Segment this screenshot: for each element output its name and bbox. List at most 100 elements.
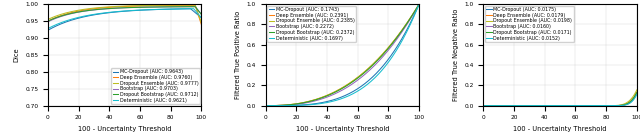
Bootstrap (AUC: 0.0160): (0, 0): 0.0160): (0, 0) bbox=[479, 105, 487, 106]
Bootstrap (AUC: 0.9703): (40.4, 0.987): 0.9703): (40.4, 0.987) bbox=[106, 8, 114, 9]
Deterministic (AUC: 0.9621): (44, 0.978): 0.9621): (44, 0.978) bbox=[112, 11, 120, 13]
Deep Ensemble (AUC: 0.0179): (78, 0): 0.0179): (78, 0) bbox=[599, 105, 607, 106]
Bootstrap (AUC: 0.2272): (78, 0.511): 0.2272): (78, 0.511) bbox=[381, 53, 389, 55]
Dropout Ensemble (AUC: 0.9777): (79.8, 0.997): 0.9777): (79.8, 0.997) bbox=[166, 4, 174, 6]
MC-Dropout (AUC: 0.0175): (10.2, 0): 0.0175): (10.2, 0) bbox=[495, 105, 503, 106]
Deep Ensemble (AUC: 0.9760): (78, 0.996): 0.9760): (78, 0.996) bbox=[164, 5, 172, 6]
Dropout Bootstrap (AUC: 0.0171): (100, 0.13): 0.0171): (100, 0.13) bbox=[633, 92, 640, 93]
X-axis label: 100 - Uncertainty Threshold: 100 - Uncertainty Threshold bbox=[78, 126, 172, 132]
MC-Dropout (AUC: 0.9643): (10.2, 0.945): 0.9643): (10.2, 0.945) bbox=[60, 22, 67, 24]
Dropout Ensemble (AUC: 0.0198): (100, 0.155): 0.0198): (100, 0.155) bbox=[633, 89, 640, 91]
Bootstrap (AUC: 0.9703): (44, 0.988): 0.9703): (44, 0.988) bbox=[112, 7, 120, 9]
Bootstrap (AUC: 0.0160): (44, 0): 0.0160): (44, 0) bbox=[547, 105, 555, 106]
Deep Ensemble (AUC: 0.9760): (10.2, 0.969): 0.9760): (10.2, 0.969) bbox=[60, 14, 67, 16]
Deep Ensemble (AUC: 0.2391): (0, 0): 0.2391): (0, 0) bbox=[262, 105, 269, 106]
Bootstrap (AUC: 0.0160): (40.4, 0): 0.0160): (40.4, 0) bbox=[541, 105, 549, 106]
Y-axis label: Dice: Dice bbox=[13, 48, 20, 62]
Deterministic (AUC: 0.0152): (79.8, 0): 0.0152): (79.8, 0) bbox=[602, 105, 610, 106]
Deterministic (AUC: 0.9621): (40.4, 0.976): 0.9621): (40.4, 0.976) bbox=[106, 11, 114, 13]
Dropout Ensemble (AUC: 0.2385): (44, 0.129): 0.2385): (44, 0.129) bbox=[330, 92, 337, 93]
Dropout Bootstrap (AUC: 0.2372): (100, 1): 0.2372): (100, 1) bbox=[415, 3, 423, 5]
Line: Deep Ensemble (AUC: 0.9760): Deep Ensemble (AUC: 0.9760) bbox=[48, 5, 202, 24]
Line: Dropout Ensemble (AUC: 0.0198): Dropout Ensemble (AUC: 0.0198) bbox=[483, 90, 637, 106]
Bootstrap (AUC: 0.2272): (40.4, 0.0868): 0.2272): (40.4, 0.0868) bbox=[324, 96, 332, 98]
Deep Ensemble (AUC: 0.9760): (68.7, 0.995): 0.9760): (68.7, 0.995) bbox=[150, 5, 157, 7]
Legend: MC-Dropout (AUC: 0.1743), Deep Ensemble (AUC: 0.2391), Dropout Ensemble (AUC: 0.: MC-Dropout (AUC: 0.1743), Deep Ensemble … bbox=[267, 6, 356, 42]
Dropout Bootstrap (AUC: 0.9712): (78, 0.992): 0.9712): (78, 0.992) bbox=[164, 6, 172, 8]
Deep Ensemble (AUC: 0.9760): (0, 0.95): 0.9760): (0, 0.95) bbox=[44, 20, 52, 22]
Dropout Ensemble (AUC: 0.9777): (68.7, 0.997): 0.9777): (68.7, 0.997) bbox=[150, 4, 157, 6]
Deep Ensemble (AUC: 0.2391): (40.4, 0.104): 0.2391): (40.4, 0.104) bbox=[324, 94, 332, 96]
Bootstrap (AUC: 0.2272): (100, 1): 0.2272): (100, 1) bbox=[415, 3, 423, 5]
Bootstrap (AUC: 0.2272): (44, 0.109): 0.2272): (44, 0.109) bbox=[330, 94, 337, 95]
Dropout Bootstrap (AUC: 0.2372): (10.2, 0.00297): 0.2372): (10.2, 0.00297) bbox=[278, 105, 285, 106]
Deterministic (AUC: 0.0152): (68.7, 0): 0.0152): (68.7, 0) bbox=[585, 105, 593, 106]
Dropout Bootstrap (AUC: 0.9712): (44, 0.988): 0.9712): (44, 0.988) bbox=[112, 7, 120, 9]
Dropout Bootstrap (AUC: 0.2372): (40.4, 0.0994): 0.2372): (40.4, 0.0994) bbox=[324, 95, 332, 96]
Dropout Ensemble (AUC: 0.0198): (44, 0): 0.0198): (44, 0) bbox=[547, 105, 555, 106]
Line: Bootstrap (AUC: 0.9703): Bootstrap (AUC: 0.9703) bbox=[48, 7, 202, 22]
Dropout Bootstrap (AUC: 0.0171): (68.7, 0): 0.0171): (68.7, 0) bbox=[585, 105, 593, 106]
Dropout Ensemble (AUC: 0.2385): (79.8, 0.569): 0.2385): (79.8, 0.569) bbox=[384, 47, 392, 49]
MC-Dropout (AUC: 0.9643): (44, 0.977): 0.9643): (44, 0.977) bbox=[112, 11, 120, 13]
Bootstrap (AUC: 0.2272): (10.2, 0.00211): 0.2272): (10.2, 0.00211) bbox=[278, 105, 285, 106]
Deterministic (AUC: 0.1697): (79.8, 0.424): 0.1697): (79.8, 0.424) bbox=[384, 62, 392, 64]
Line: Deterministic (AUC: 0.9621): Deterministic (AUC: 0.9621) bbox=[48, 9, 202, 28]
Dropout Bootstrap (AUC: 0.9712): (10.2, 0.967): 0.9712): (10.2, 0.967) bbox=[60, 14, 67, 16]
Dropout Bootstrap (AUC: 0.9712): (100, 0.97): 0.9712): (100, 0.97) bbox=[198, 13, 205, 15]
MC-Dropout (AUC: 0.9643): (100, 0.96): 0.9643): (100, 0.96) bbox=[198, 17, 205, 18]
Line: Bootstrap (AUC: 0.2272): Bootstrap (AUC: 0.2272) bbox=[266, 4, 419, 106]
Bootstrap (AUC: 0.2272): (79.8, 0.543): 0.2272): (79.8, 0.543) bbox=[384, 50, 392, 51]
Deterministic (AUC: 0.0152): (10.2, 0): 0.0152): (10.2, 0) bbox=[495, 105, 503, 106]
X-axis label: 100 - Uncertainty Threshold: 100 - Uncertainty Threshold bbox=[513, 126, 607, 132]
Dropout Ensemble (AUC: 0.9777): (78, 0.997): 0.9777): (78, 0.997) bbox=[164, 4, 172, 6]
Legend: MC-Dropout (AUC: 0.9643), Deep Ensemble (AUC: 0.9760), Dropout Ensemble (AUC: 0.: MC-Dropout (AUC: 0.9643), Deep Ensemble … bbox=[111, 68, 200, 104]
Deep Ensemble (AUC: 0.0179): (40.4, 0): 0.0179): (40.4, 0) bbox=[541, 105, 549, 106]
Deterministic (AUC: 0.0152): (44, 0): 0.0152): (44, 0) bbox=[547, 105, 555, 106]
MC-Dropout (AUC: 0.1743): (10.2, 0.00034): 0.1743): (10.2, 0.00034) bbox=[278, 105, 285, 106]
Deterministic (AUC: 0.9621): (100, 0.96): 0.9621): (100, 0.96) bbox=[198, 17, 205, 18]
Line: MC-Dropout (AUC: 0.9643): MC-Dropout (AUC: 0.9643) bbox=[48, 9, 202, 30]
Dropout Ensemble (AUC: 0.2385): (78, 0.537): 0.2385): (78, 0.537) bbox=[381, 50, 389, 52]
Deterministic (AUC: 0.9621): (0, 0.928): 0.9621): (0, 0.928) bbox=[44, 28, 52, 29]
MC-Dropout (AUC: 0.1743): (68.7, 0.268): 0.1743): (68.7, 0.268) bbox=[367, 78, 375, 79]
Dropout Ensemble (AUC: 0.0198): (40.4, 0): 0.0198): (40.4, 0) bbox=[541, 105, 549, 106]
MC-Dropout (AUC: 0.1743): (78, 0.419): 0.1743): (78, 0.419) bbox=[381, 62, 389, 64]
Dropout Bootstrap (AUC: 0.9712): (79.8, 0.992): 0.9712): (79.8, 0.992) bbox=[166, 6, 174, 8]
Dropout Ensemble (AUC: 0.0198): (78, 0): 0.0198): (78, 0) bbox=[599, 105, 607, 106]
MC-Dropout (AUC: 0.1743): (100, 1): 0.1743): (100, 1) bbox=[415, 3, 423, 5]
Deep Ensemble (AUC: 0.9760): (100, 0.94): 0.9760): (100, 0.94) bbox=[198, 24, 205, 25]
MC-Dropout (AUC: 0.0175): (79.8, 0): 0.0175): (79.8, 0) bbox=[602, 105, 610, 106]
Deterministic (AUC: 0.1697): (78, 0.389): 0.1697): (78, 0.389) bbox=[381, 65, 389, 67]
Legend: MC-Dropout (AUC: 0.0175), Deep Ensemble (AUC: 0.0179), Dropout Ensemble (AUC: 0.: MC-Dropout (AUC: 0.0175), Deep Ensemble … bbox=[485, 6, 573, 42]
MC-Dropout (AUC: 0.0175): (40.4, 0): 0.0175): (40.4, 0) bbox=[541, 105, 549, 106]
Bootstrap (AUC: 0.0160): (68.7, 0): 0.0160): (68.7, 0) bbox=[585, 105, 593, 106]
MC-Dropout (AUC: 0.1743): (40.4, 0.0421): 0.1743): (40.4, 0.0421) bbox=[324, 100, 332, 102]
Deep Ensemble (AUC: 0.2391): (44, 0.129): 0.2391): (44, 0.129) bbox=[330, 92, 337, 93]
Deep Ensemble (AUC: 0.2391): (78, 0.537): 0.2391): (78, 0.537) bbox=[381, 50, 389, 52]
MC-Dropout (AUC: 0.9643): (78, 0.985): 0.9643): (78, 0.985) bbox=[164, 8, 172, 10]
Deterministic (AUC: 0.9621): (68.7, 0.984): 0.9621): (68.7, 0.984) bbox=[150, 9, 157, 10]
Deterministic (AUC: 0.1697): (68.7, 0.24): 0.1697): (68.7, 0.24) bbox=[367, 80, 375, 82]
Dropout Bootstrap (AUC: 0.0171): (40.4, 0): 0.0171): (40.4, 0) bbox=[541, 105, 549, 106]
MC-Dropout (AUC: 0.0175): (100, 0.13): 0.0175): (100, 0.13) bbox=[633, 92, 640, 93]
Dropout Bootstrap (AUC: 0.0171): (44, 0): 0.0171): (44, 0) bbox=[547, 105, 555, 106]
MC-Dropout (AUC: 0.0175): (68.7, 0): 0.0175): (68.7, 0) bbox=[585, 105, 593, 106]
MC-Dropout (AUC: 0.9643): (93, 0.986): 0.9643): (93, 0.986) bbox=[187, 8, 195, 10]
Dropout Bootstrap (AUC: 0.0171): (10.2, 0): 0.0171): (10.2, 0) bbox=[495, 105, 503, 106]
Dropout Bootstrap (AUC: 0.0171): (0, 0): 0.0171): (0, 0) bbox=[479, 105, 487, 106]
MC-Dropout (AUC: 0.0175): (78, 0): 0.0175): (78, 0) bbox=[599, 105, 607, 106]
Line: Dropout Bootstrap (AUC: 0.0171): Dropout Bootstrap (AUC: 0.0171) bbox=[483, 92, 637, 106]
Deep Ensemble (AUC: 0.0179): (79.8, 0): 0.0179): (79.8, 0) bbox=[602, 105, 610, 106]
Deep Ensemble (AUC: 0.0179): (10.2, 0): 0.0179): (10.2, 0) bbox=[495, 105, 503, 106]
Bootstrap (AUC: 0.9703): (78, 0.992): 0.9703): (78, 0.992) bbox=[164, 6, 172, 8]
Deterministic (AUC: 0.1697): (40.4, 0.0321): 0.1697): (40.4, 0.0321) bbox=[324, 102, 332, 103]
Dropout Bootstrap (AUC: 0.2372): (0, 0): 0.2372): (0, 0) bbox=[262, 105, 269, 106]
Dropout Bootstrap (AUC: 0.9712): (40.4, 0.987): 0.9712): (40.4, 0.987) bbox=[106, 8, 114, 9]
Line: Dropout Bootstrap (AUC: 0.2372): Dropout Bootstrap (AUC: 0.2372) bbox=[266, 4, 419, 106]
Y-axis label: Filtered True Negative Ratio: Filtered True Negative Ratio bbox=[453, 9, 459, 101]
Deterministic (AUC: 0.1697): (10.2, 0.000172): 0.1697): (10.2, 0.000172) bbox=[278, 105, 285, 106]
Dropout Ensemble (AUC: 0.0198): (0, 0): 0.0198): (0, 0) bbox=[479, 105, 487, 106]
Dropout Ensemble (AUC: 0.2385): (0, 0): 0.2385): (0, 0) bbox=[262, 105, 269, 106]
Bootstrap (AUC: 0.9703): (100, 0.97): 0.9703): (100, 0.97) bbox=[198, 13, 205, 15]
